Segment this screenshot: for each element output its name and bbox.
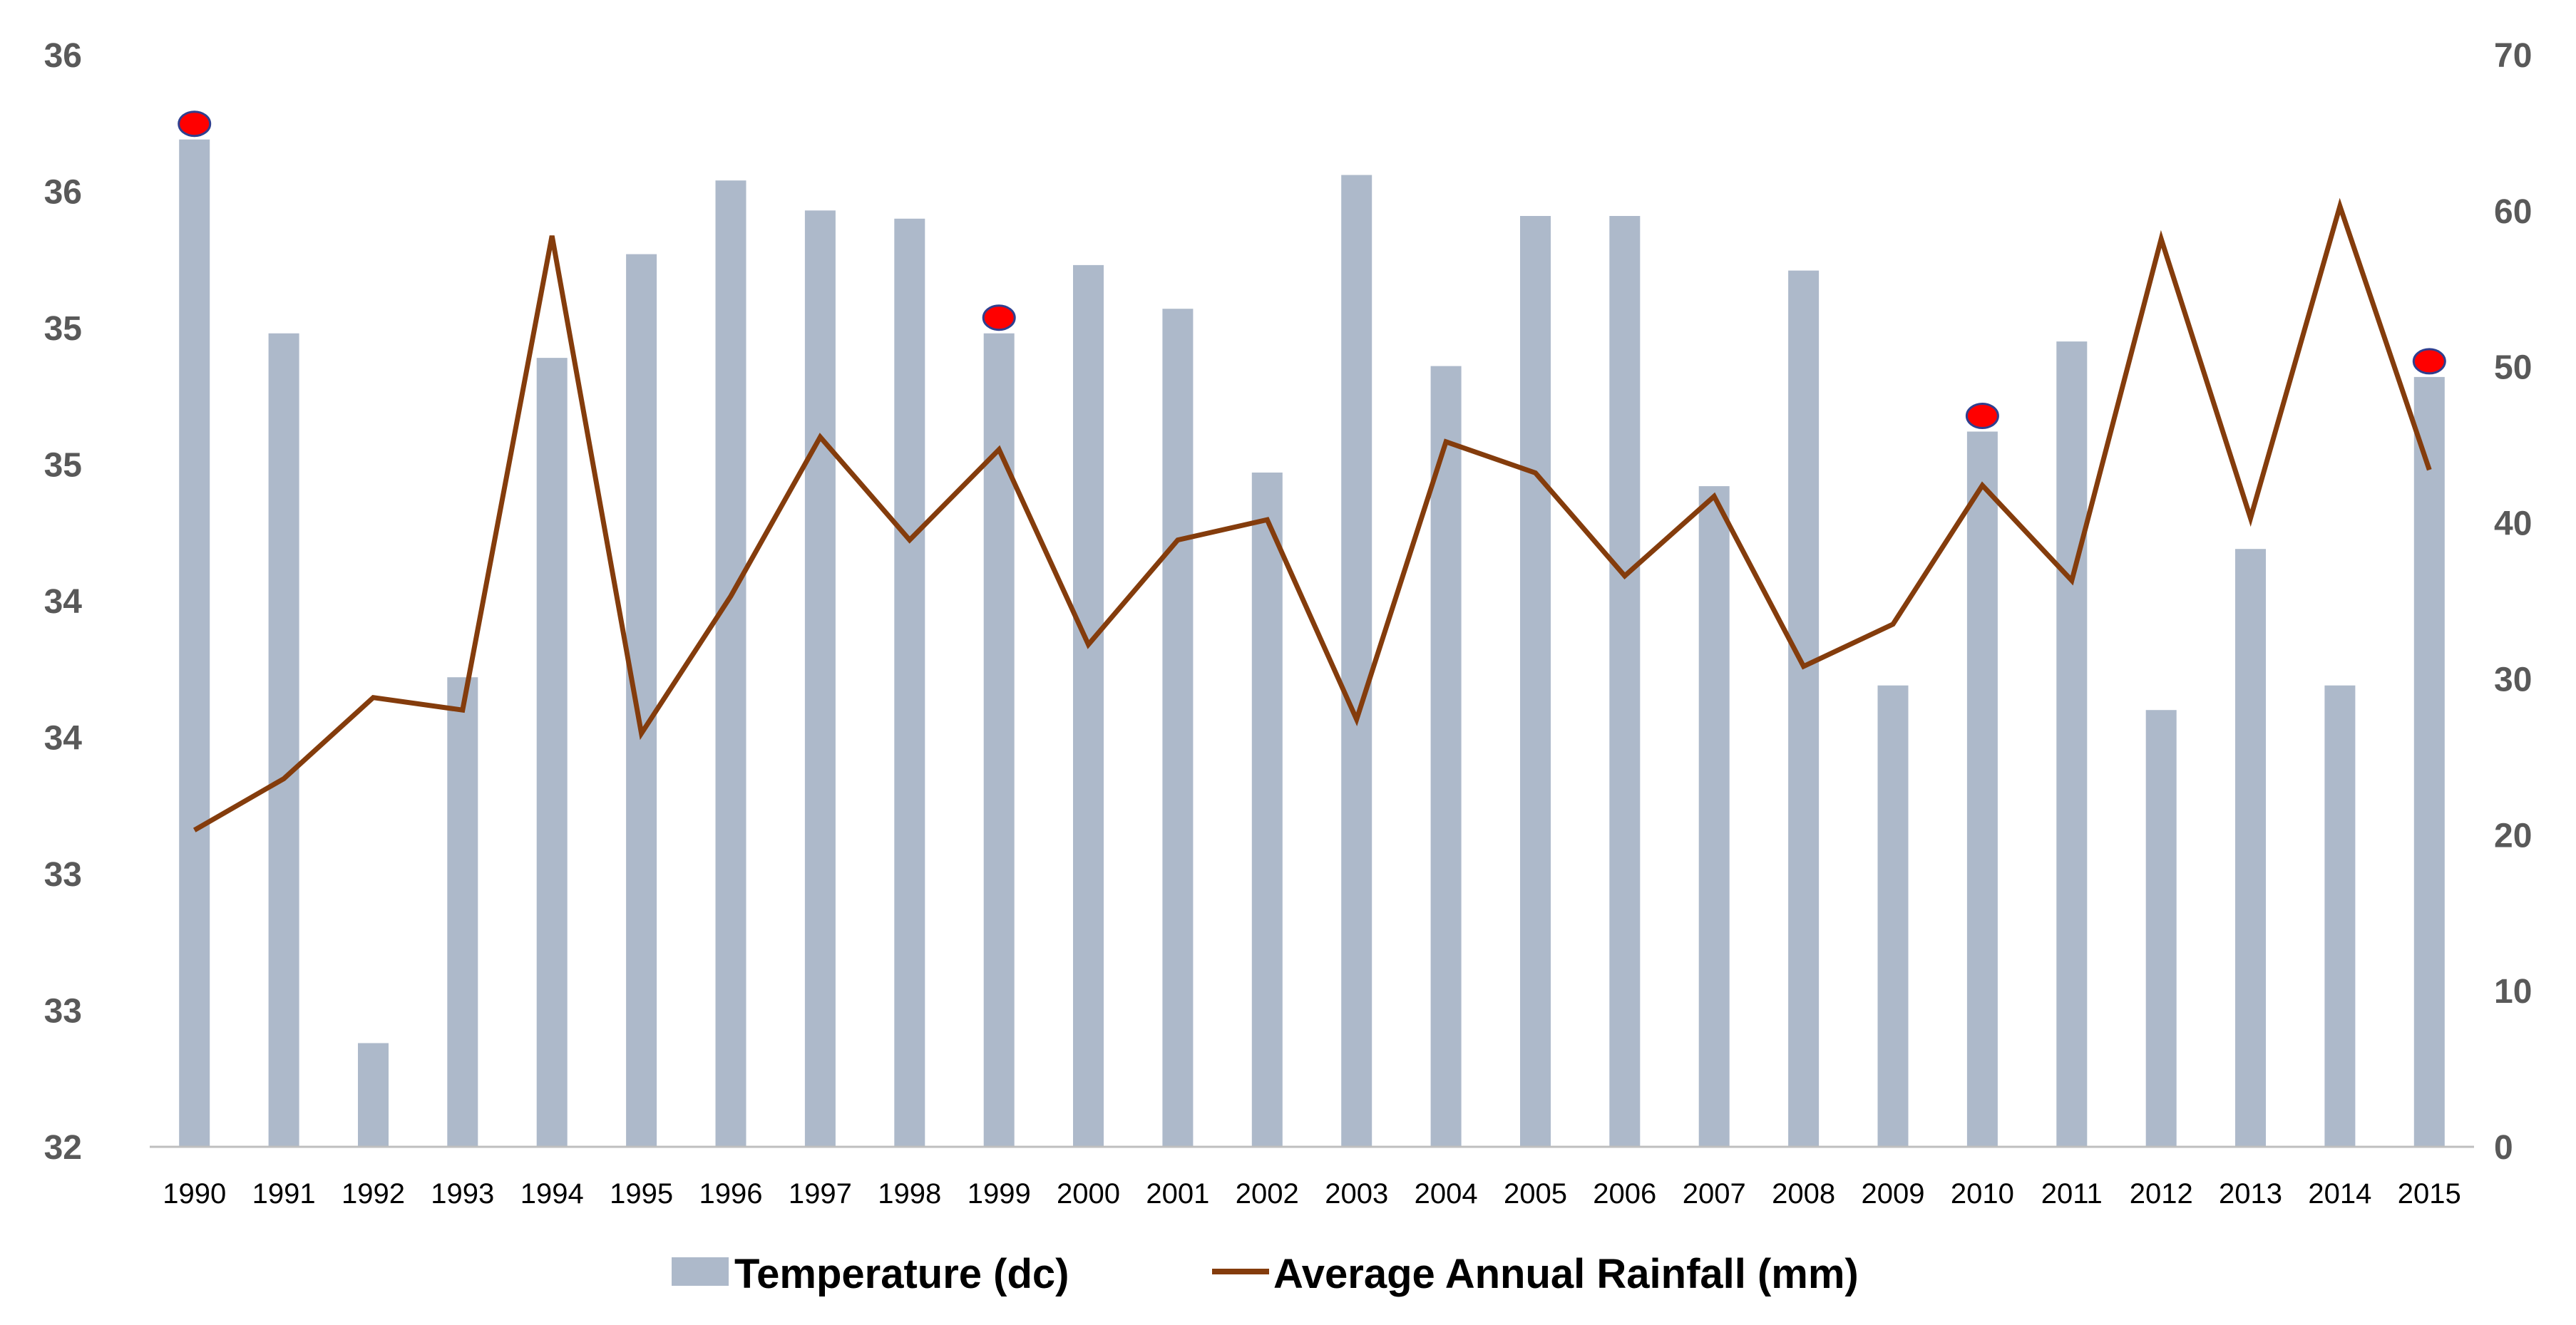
- x-tick-label: 1996: [699, 1178, 763, 1210]
- highlight-marker: [2412, 348, 2446, 375]
- highlight-marker: [982, 304, 1016, 331]
- x-tick-label: 1992: [342, 1178, 405, 1210]
- temperature-bar: [626, 254, 657, 1148]
- legend-temperature-swatch: [672, 1257, 729, 1286]
- temperature-bar: [1609, 216, 1641, 1147]
- x-tick-label: 2010: [1951, 1178, 2014, 1210]
- x-tick-label: 1993: [431, 1178, 494, 1210]
- temperature-bars: [179, 139, 2445, 1148]
- x-tick-label: 2007: [1683, 1178, 1746, 1210]
- right-y-tick-label: 10: [2494, 973, 2532, 1011]
- left-y-tick-label: 36: [44, 37, 82, 75]
- temperature-bar: [1520, 216, 1551, 1147]
- legend: Temperature (dc) Average Annual Rainfall…: [672, 1251, 1859, 1297]
- x-tick-label: 1991: [252, 1178, 316, 1210]
- left-y-axis-ticks: 32 33 33 34 34 35 35 36 36: [44, 37, 83, 1167]
- temperature-bar: [894, 218, 925, 1147]
- legend-rainfall-label: Average Annual Rainfall (mm): [1273, 1251, 1859, 1297]
- left-y-tick-label: 32: [44, 1129, 82, 1167]
- right-y-tick-label: 20: [2494, 817, 2532, 855]
- temperature-bar: [1073, 264, 1104, 1147]
- temperature-bar: [1251, 473, 1283, 1147]
- x-tick-label: 2004: [1415, 1178, 1478, 1210]
- x-tick-label: 1998: [878, 1178, 941, 1210]
- x-tick-label: 2002: [1236, 1178, 1299, 1210]
- left-y-tick-label: 33: [44, 993, 82, 1031]
- x-tick-label: 2014: [2308, 1178, 2371, 1210]
- right-y-tick-label: 30: [2494, 661, 2532, 698]
- right-y-tick-label: 60: [2494, 193, 2532, 231]
- temperature-bar: [2145, 710, 2177, 1147]
- highlight-marker: [178, 110, 212, 138]
- x-axis-ticks: 1990 1991 1992 1993 1994 1995 1996 1997 1998 1999…: [163, 1178, 2461, 1210]
- temperature-bar: [2056, 341, 2088, 1148]
- temperature-bar: [1966, 431, 1998, 1147]
- x-tick-label: 2009: [1862, 1178, 1925, 1210]
- temperature-bar: [2324, 685, 2356, 1147]
- temperature-bar: [179, 139, 210, 1148]
- x-tick-label: 2012: [2130, 1178, 2193, 1210]
- temperature-bar: [715, 180, 746, 1148]
- x-tick-label: 1999: [968, 1178, 1031, 1210]
- left-y-tick-label: 34: [44, 720, 83, 758]
- right-y-tick-label: 0: [2494, 1129, 2513, 1167]
- x-tick-label: 1997: [789, 1178, 852, 1210]
- left-y-tick-label: 33: [44, 856, 82, 894]
- right-y-axis-ticks: 0 10 20 30 40 50 60 70: [2494, 37, 2532, 1167]
- left-y-tick-label: 36: [44, 174, 82, 212]
- right-y-tick-label: 40: [2494, 505, 2532, 543]
- left-y-tick-label: 34: [44, 583, 83, 621]
- temperature-bar: [1698, 486, 1730, 1147]
- temperature-bar: [536, 358, 568, 1148]
- x-tick-label: 2001: [1146, 1178, 1209, 1210]
- rainfall-line: [193, 197, 2432, 832]
- temperature-bar: [358, 1043, 389, 1147]
- temperature-bar: [1162, 309, 1194, 1148]
- temperature-bar: [804, 210, 836, 1147]
- legend-temperature-label: Temperature (dc): [734, 1251, 1069, 1297]
- temperature-bar: [2235, 549, 2266, 1147]
- right-y-tick-label: 70: [2494, 37, 2532, 75]
- x-tick-label: 2000: [1057, 1178, 1120, 1210]
- x-tick-label: 2011: [2041, 1178, 2103, 1210]
- rainfall-line-layer: [193, 197, 2432, 832]
- x-tick-label: 2005: [1504, 1178, 1567, 1210]
- x-tick-label: 2013: [2219, 1178, 2282, 1210]
- x-tick-label: 1990: [163, 1178, 226, 1210]
- x-tick-label: 2015: [2398, 1178, 2461, 1210]
- x-tick-label: 2008: [1772, 1178, 1835, 1210]
- x-tick-label: 2003: [1325, 1178, 1388, 1210]
- highlight-marker: [1965, 403, 1999, 429]
- temperature-bar: [268, 333, 299, 1148]
- temperature-bar: [447, 677, 478, 1147]
- temperature-bar: [2413, 376, 2445, 1147]
- x-tick-label: 1994: [520, 1178, 584, 1210]
- temperature-bar: [1877, 685, 1909, 1147]
- left-y-tick-label: 35: [44, 447, 82, 485]
- left-y-tick-label: 35: [44, 310, 82, 348]
- x-tick-label: 2006: [1593, 1178, 1656, 1210]
- temperature-bar: [1341, 175, 1372, 1147]
- highlight-markers: [178, 110, 2446, 429]
- temperature-bar: [1788, 270, 1820, 1148]
- x-tick-label: 1995: [610, 1178, 673, 1210]
- right-y-tick-label: 50: [2494, 349, 2532, 387]
- temperature-bar: [1430, 366, 1462, 1147]
